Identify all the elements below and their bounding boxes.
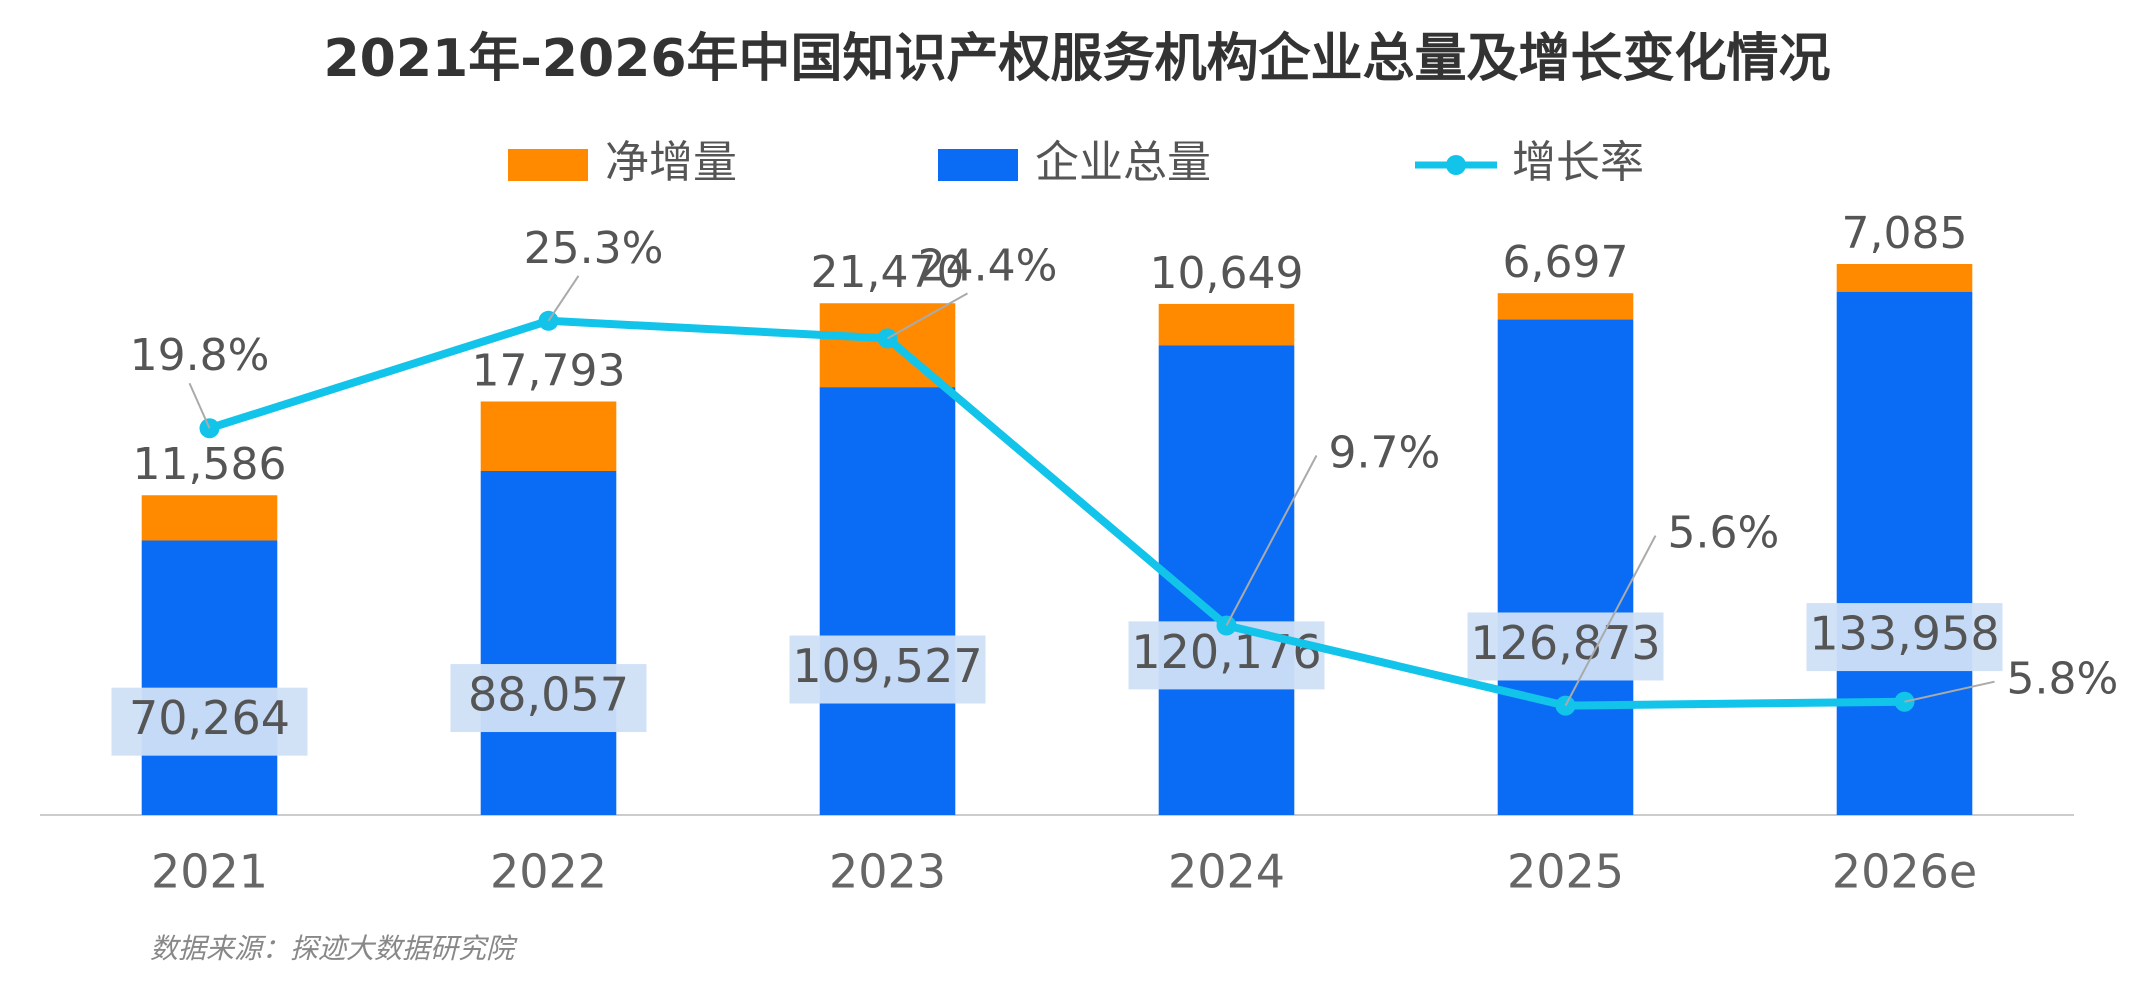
x-tick-label: 2026e	[1832, 845, 1977, 899]
value-label-box	[111, 687, 308, 756]
value-label: 24.4%	[918, 240, 1058, 291]
bar-segment	[480, 401, 617, 471]
leader-line	[1225, 455, 1318, 626]
leader-line	[1904, 680, 1995, 703]
value-label: 9.7%	[1329, 428, 1441, 479]
bar-segment	[1836, 291, 1973, 815]
value-label: 19.8%	[130, 330, 270, 381]
value-label: 5.6%	[1668, 508, 1780, 559]
x-tick-label: 2024	[1168, 845, 1285, 899]
value-label: 5.8%	[2007, 654, 2119, 705]
value-label: 10,649	[1150, 248, 1304, 299]
legend-swatch	[508, 149, 588, 181]
leader-line	[1564, 535, 1657, 707]
value-label: 109,527	[792, 639, 982, 693]
x-tick-label: 2022	[490, 845, 607, 899]
x-tick-label: 2025	[1507, 845, 1624, 899]
bar-segment	[1158, 303, 1295, 346]
value-label: 7,085	[1842, 208, 1968, 259]
legend-marker	[1446, 155, 1466, 175]
bar-segment	[1836, 263, 1973, 292]
leader-line	[188, 382, 211, 429]
value-label: 88,057	[468, 668, 629, 722]
x-tick-label: 2023	[829, 845, 946, 899]
leader-line	[887, 292, 968, 340]
value-label: 17,793	[472, 345, 626, 396]
value-label: 25.3%	[524, 223, 664, 274]
legend-label: 净增量	[605, 137, 737, 188]
legend-label: 增长率	[1512, 137, 1644, 188]
x-tick-label: 2021	[151, 845, 268, 899]
legend-label: 企业总量	[1035, 137, 1211, 188]
bar-segment	[819, 387, 956, 815]
bar-segment	[1497, 319, 1634, 815]
value-label: 21,470	[811, 247, 965, 298]
bar-segment	[1158, 345, 1295, 815]
value-label-box	[789, 635, 986, 704]
value-label: 11,586	[133, 439, 287, 490]
bar-segment	[1497, 293, 1634, 320]
value-label: 133,958	[1809, 607, 1999, 661]
value-label: 70,264	[129, 691, 290, 745]
leader-line	[547, 275, 580, 322]
legend-swatch	[938, 149, 1018, 181]
bar-segment	[480, 470, 617, 815]
value-label-box	[1806, 603, 2003, 672]
source-note: 数据来源：探迹大数据研究院	[150, 932, 518, 965]
value-label-box	[1467, 612, 1664, 681]
value-label: 6,697	[1503, 237, 1629, 288]
bar-segment	[141, 495, 278, 541]
growth-line	[208, 316, 1905, 710]
value-label: 126,873	[1470, 616, 1660, 670]
bar-segment	[141, 540, 278, 815]
value-label-box	[450, 664, 647, 733]
chart-title: 2021年-2026年中国知识产权服务机构企业总量及增长变化情况	[323, 29, 1830, 89]
